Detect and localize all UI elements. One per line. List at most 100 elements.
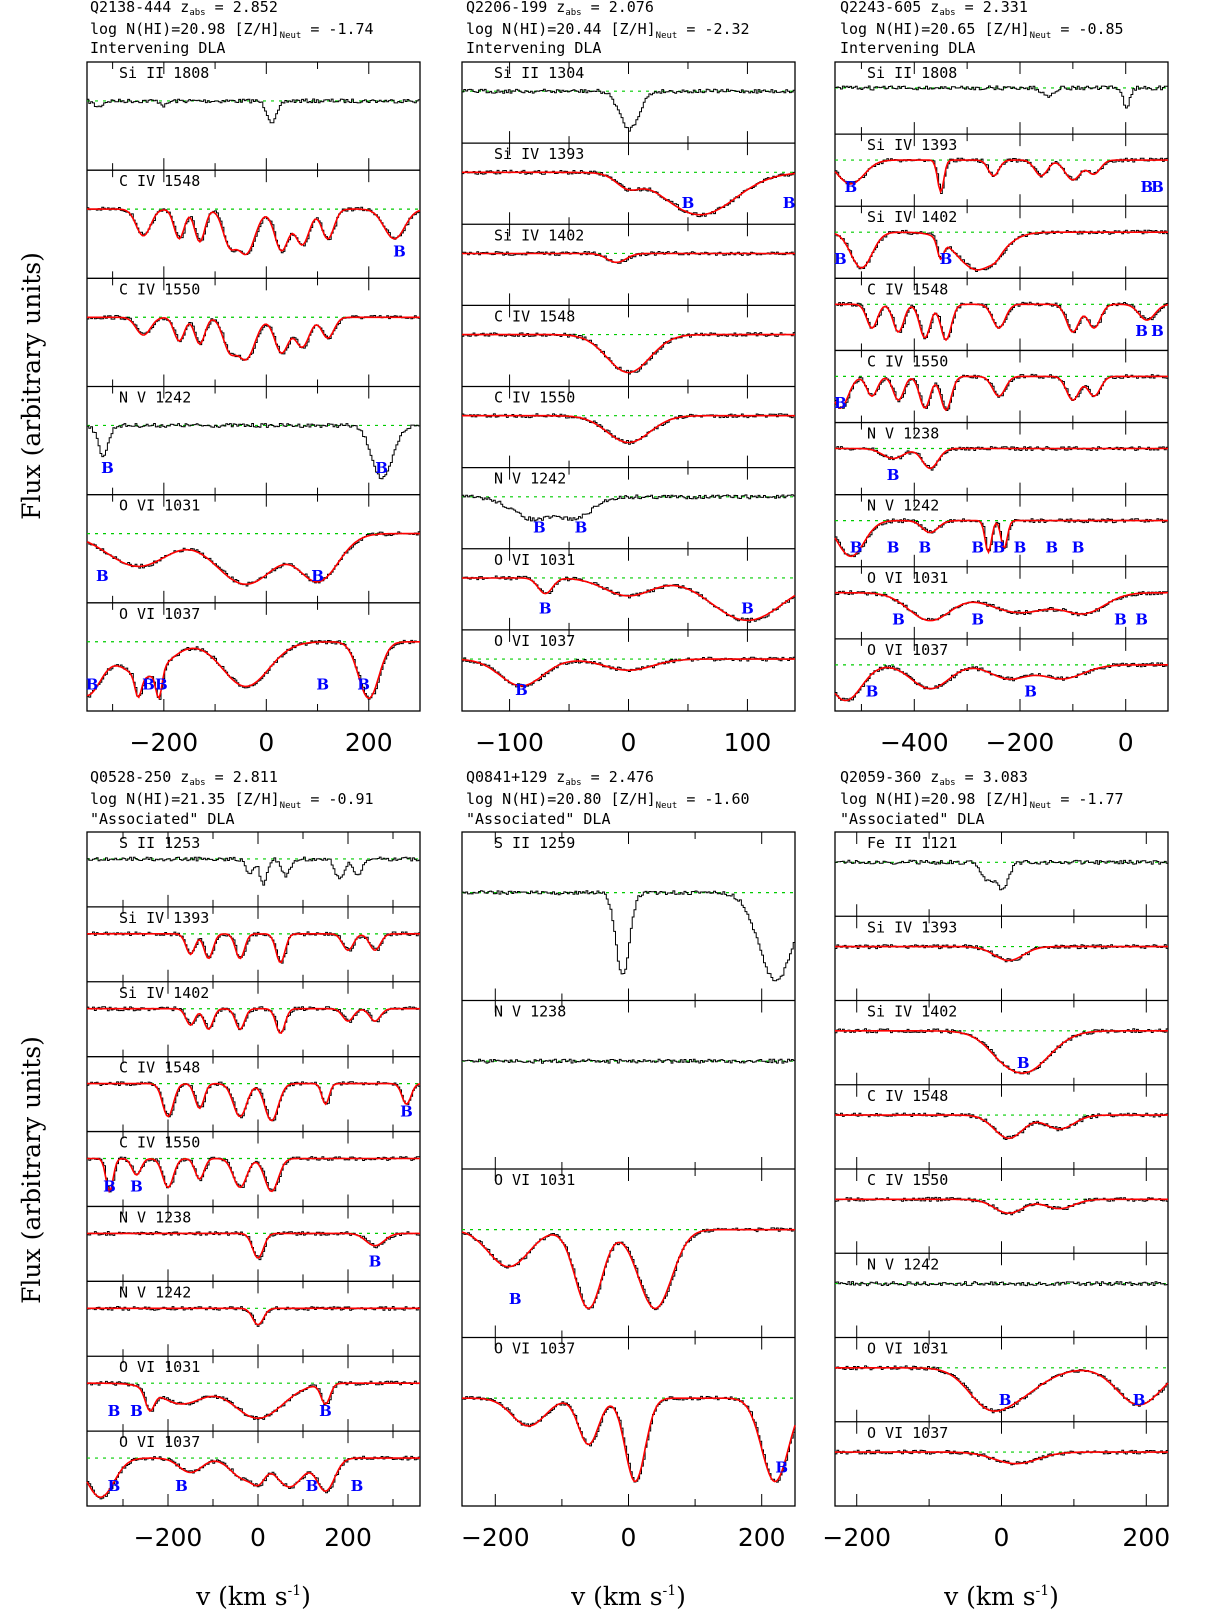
flux-spectrum: [835, 1112, 1169, 1140]
panel-O-VI-1037: O VI 1037 B B B B: [86, 1430, 421, 1506]
ion-label: O VI 1031: [494, 1171, 575, 1189]
chart-subtitle: log N(HI)=21.35 [Z/H]Neut = -0.91: [90, 790, 374, 811]
blend-marker: B: [866, 683, 879, 701]
flux-spectrum: [835, 301, 1169, 340]
ion-label: N V 1242: [494, 470, 566, 488]
x-tick-label: 0: [621, 1523, 637, 1552]
panel-O-VI-1031: O VI 1031 B B: [835, 1336, 1169, 1422]
panel-Si-II-1808: Si II 1808: [835, 62, 1169, 135]
panel-N-V-1242: N V 1242 B B: [462, 466, 796, 549]
plot-frame: [834, 61, 1169, 712]
blend-marker: B: [375, 459, 388, 477]
model-fit: [87, 208, 421, 256]
blend-marker: B: [783, 194, 796, 212]
panel-Fe-II-1121: Fe II 1121: [835, 832, 1169, 917]
panel-C-IV-1550: C IV 1550: [87, 277, 421, 387]
ion-label: C IV 1550: [867, 1171, 948, 1189]
blend-marker: B: [369, 1252, 382, 1270]
panel-O-VI-1037: O VI 1037 B B: [834, 638, 1169, 711]
ion-label: Fe II 1121: [867, 834, 957, 852]
model-fit: [835, 1114, 1168, 1140]
dla-type: "Associated" DLA: [840, 810, 985, 828]
panel-Si-IV-1402: Si IV 1402 B: [835, 999, 1169, 1085]
blend-marker: B: [1151, 178, 1164, 196]
ion-label: C IV 1548: [119, 1059, 200, 1077]
blend-marker: B: [1114, 610, 1127, 628]
chart-Q2138-444: Q2138-444 zabs = 2.852 log N(HI)=20.98 [Z…: [86, 0, 421, 757]
ion-label: O VI 1037: [119, 605, 200, 623]
model-fit: [87, 1007, 420, 1035]
ion-label: C IV 1548: [119, 172, 200, 190]
ion-label: N V 1238: [867, 425, 939, 443]
blend-marker: B: [155, 675, 168, 693]
ion-label: S II 1253: [119, 834, 200, 852]
blend-marker: B: [993, 538, 1006, 556]
dla-type: Intervening DLA: [466, 39, 601, 57]
panel-N-V-1242: N V 1242 B B: [87, 385, 421, 495]
flux-spectrum: [835, 446, 1169, 471]
ion-label: Si IV 1402: [494, 226, 584, 244]
model-fit: [834, 519, 1168, 558]
blend-marker: B: [682, 194, 695, 212]
panel-Si-II-1808: Si II 1808: [87, 62, 421, 171]
panel-Si-IV-1402: Si IV 1402: [462, 223, 796, 306]
blend-marker: B: [999, 1391, 1012, 1409]
blend-marker: B: [319, 1402, 332, 1420]
blend-marker: B: [351, 1477, 364, 1495]
flux-spectrum: [87, 531, 421, 587]
ion-label: O VI 1031: [494, 551, 575, 569]
blend-marker: B: [919, 538, 932, 556]
blend-marker: B: [316, 675, 329, 693]
x-tick-label: 200: [345, 728, 393, 757]
dla-type: "Associated" DLA: [90, 810, 235, 828]
ion-label: C IV 1548: [867, 280, 948, 298]
flux-spectrum: [462, 1395, 796, 1483]
model-fit: [87, 1082, 421, 1122]
model-fit: [86, 1457, 420, 1499]
x-tick-label: 0: [250, 1523, 266, 1552]
model-fit: [462, 414, 795, 444]
ion-label: C IV 1550: [867, 352, 948, 370]
model-fit: [462, 577, 796, 622]
panel-O-VI-1031: O VI 1031 B: [461, 1168, 796, 1338]
panel-C-IV-1548: C IV 1548 B: [87, 1056, 421, 1132]
x-tick-label: 100: [724, 728, 772, 757]
panel-S-II-1253: S II 1253: [87, 832, 421, 907]
panel-Si-IV-1402: Si IV 1402 B B: [834, 205, 1169, 279]
blend-marker: B: [130, 1402, 143, 1420]
dla-type: "Associated" DLA: [466, 810, 611, 828]
x-axis-label: v (km s-1): [570, 1582, 686, 1611]
flux-spectrum: [462, 413, 796, 445]
blend-marker: B: [515, 681, 528, 699]
chart-Q2243-605: Q2243-605 zabs = 2.331 log N(HI)=20.65 [Z…: [834, 0, 1169, 757]
chart-subtitle: log N(HI)=20.44 [Z/H]Neut = -2.32: [466, 20, 750, 41]
panel-S-II-1259: S II 1259: [462, 832, 796, 1001]
blend-marker: B: [834, 394, 847, 412]
panel-O-VI-1037: O VI 1037 B: [462, 1336, 796, 1506]
model-fit: [87, 933, 420, 964]
model-fit: [87, 316, 420, 361]
ion-label: O VI 1031: [867, 1340, 948, 1358]
x-axis-label: v (km s-1): [943, 1582, 1059, 1611]
ion-label: Si II 1808: [119, 64, 209, 82]
panel-C-IV-1548: C IV 1548: [462, 304, 796, 387]
chart-subtitle: log N(HI)=20.65 [Z/H]Neut = -0.85: [840, 20, 1124, 41]
model-fit: [462, 171, 796, 216]
flux-spectrum: [462, 890, 796, 982]
ion-label: N V 1242: [867, 497, 939, 515]
ion-label: O VI 1037: [494, 632, 575, 650]
model-fit: [87, 1232, 420, 1259]
model-fit: [86, 641, 420, 700]
model-fit: [835, 1030, 1168, 1074]
flux-spectrum: [462, 656, 796, 688]
x-tick-label: −200: [134, 1523, 203, 1552]
ion-label: S II 1259: [494, 834, 575, 852]
ion-label: O VI 1037: [867, 641, 948, 659]
ion-label: C IV 1548: [494, 307, 575, 325]
ion-label: Si IV 1393: [867, 918, 957, 936]
